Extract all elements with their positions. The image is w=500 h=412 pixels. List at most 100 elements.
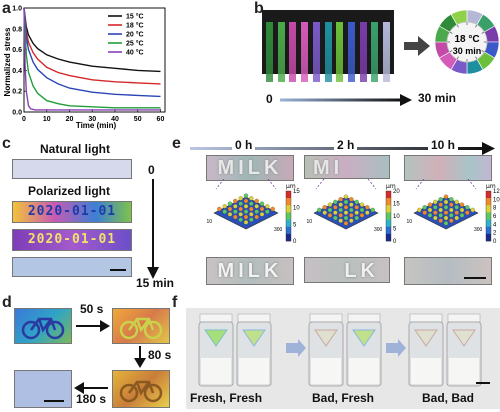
colorbar-tick-label: 0 xyxy=(293,239,297,245)
milk-fill xyxy=(311,358,341,384)
colorbar-segment xyxy=(286,191,291,199)
colorbar-segment xyxy=(286,233,291,242)
vial-cap xyxy=(309,313,343,323)
surface-bump xyxy=(343,210,349,215)
surface-bump xyxy=(249,201,254,206)
time-50s: 50 s xyxy=(80,302,104,316)
time-end-label: 15 min xyxy=(136,276,175,290)
surface-bump xyxy=(238,217,243,222)
surface-bump xyxy=(233,214,238,220)
surface-bump xyxy=(238,196,243,201)
gray-arrow-icon xyxy=(404,36,430,56)
colorbar-segment xyxy=(286,198,291,206)
surface-bump xyxy=(254,204,259,209)
surface-bump xyxy=(254,198,259,204)
clock-tick xyxy=(449,50,453,53)
milk-image-top-0h: MILK xyxy=(206,155,294,181)
clock-tick xyxy=(449,31,453,34)
surface-bump xyxy=(265,209,270,214)
surface-bump xyxy=(227,206,233,212)
x-axis-label: Time (min) xyxy=(76,121,117,130)
surface-bump xyxy=(338,202,343,207)
surface-bump xyxy=(327,213,333,218)
faded-strip xyxy=(12,257,132,277)
surface-bump xyxy=(249,217,254,222)
axis-tick-label: 300 xyxy=(274,227,283,233)
colorbar-segment xyxy=(486,205,491,213)
surface-bump xyxy=(438,197,443,202)
colorbar-segment xyxy=(386,219,391,228)
scale-bar xyxy=(476,382,490,384)
y-tick-label: 0.2 xyxy=(12,89,22,96)
panel-d: 50 s 80 s 180 s xyxy=(0,294,172,409)
panel-f: Fresh, Fresh Bad, Fresh Bad, Bad xyxy=(186,308,500,409)
clock-tick xyxy=(456,24,459,28)
surface-bump xyxy=(238,201,243,206)
surface-bump xyxy=(465,205,470,210)
milk-fill xyxy=(239,358,269,384)
bike-image-faded xyxy=(14,370,72,408)
milk-fill xyxy=(411,358,441,384)
vial-cap xyxy=(237,313,271,323)
bike-image-80s xyxy=(112,370,170,408)
surface-bump xyxy=(233,204,238,209)
colorbar-segment xyxy=(386,233,391,242)
surface-bump xyxy=(433,205,438,210)
colorbar-segment xyxy=(486,212,491,220)
panel-label-c: c xyxy=(2,135,11,152)
surface-bump xyxy=(222,204,227,209)
axis-tick-label: 10 xyxy=(306,219,312,225)
surface-bump xyxy=(333,199,338,205)
height-map-plots: 10300μm15105010300μm2015105010300μm12108… xyxy=(206,179,500,245)
left-arrow-icon xyxy=(74,382,108,394)
surface-bump xyxy=(254,209,259,214)
time-zero-label: 0 xyxy=(148,163,155,177)
colorbar-tick-label: 0 xyxy=(393,239,397,245)
film-bar xyxy=(336,22,344,82)
colorbar-segment xyxy=(486,191,491,199)
surface-bump xyxy=(454,210,459,215)
surface-bump xyxy=(449,202,454,207)
indicator-film xyxy=(414,329,438,347)
film-bar xyxy=(301,22,309,82)
surface-bump xyxy=(259,206,265,212)
y-tick-label: 0.4 xyxy=(12,68,22,75)
scale-bar xyxy=(464,277,486,279)
surface-bump xyxy=(270,206,275,212)
panel-label-b: b xyxy=(254,0,264,17)
time-0h: 0 h xyxy=(232,138,256,152)
surface-bump xyxy=(233,209,238,214)
vial-cap xyxy=(447,313,481,323)
surface-bump xyxy=(338,207,343,213)
colorbar-segment xyxy=(386,212,391,220)
indicator-film xyxy=(452,329,476,347)
surface-bump xyxy=(322,210,327,215)
surface-bump xyxy=(454,205,459,210)
vial-cap xyxy=(199,313,233,323)
panel-c: Natural light 0 Polarized light 2020-01-… xyxy=(0,135,175,293)
surface-bump xyxy=(333,210,338,215)
surface-bump xyxy=(338,213,343,218)
milk-fill xyxy=(449,358,479,384)
surface-bump xyxy=(427,207,433,213)
series-line xyxy=(23,7,161,98)
polarized-date-strip-1: 2020-01-01 xyxy=(12,201,132,223)
x-tick-label: 20 xyxy=(66,116,74,123)
axis-tick-label: 300 xyxy=(474,227,483,233)
panel-b: 18 °C 30 min 0 30 min xyxy=(262,0,500,134)
x-tick-label: 40 xyxy=(111,116,119,123)
y-tick-label: 0.6 xyxy=(12,47,22,54)
surface-bump xyxy=(449,207,454,213)
zoom-connector xyxy=(467,179,477,190)
colorbar-tick-label: 15 xyxy=(293,189,300,195)
light-arrow-icon xyxy=(286,339,306,357)
surface-bump xyxy=(370,207,375,213)
colorbar-segment xyxy=(486,198,491,206)
series-line xyxy=(23,7,161,109)
time-180s: 180 s xyxy=(76,392,107,406)
bicycle-icon xyxy=(119,380,163,403)
series-line xyxy=(23,7,161,111)
panel-label-e: e xyxy=(172,135,181,152)
panel-label-d: d xyxy=(2,294,12,311)
surface-bump xyxy=(470,207,475,213)
